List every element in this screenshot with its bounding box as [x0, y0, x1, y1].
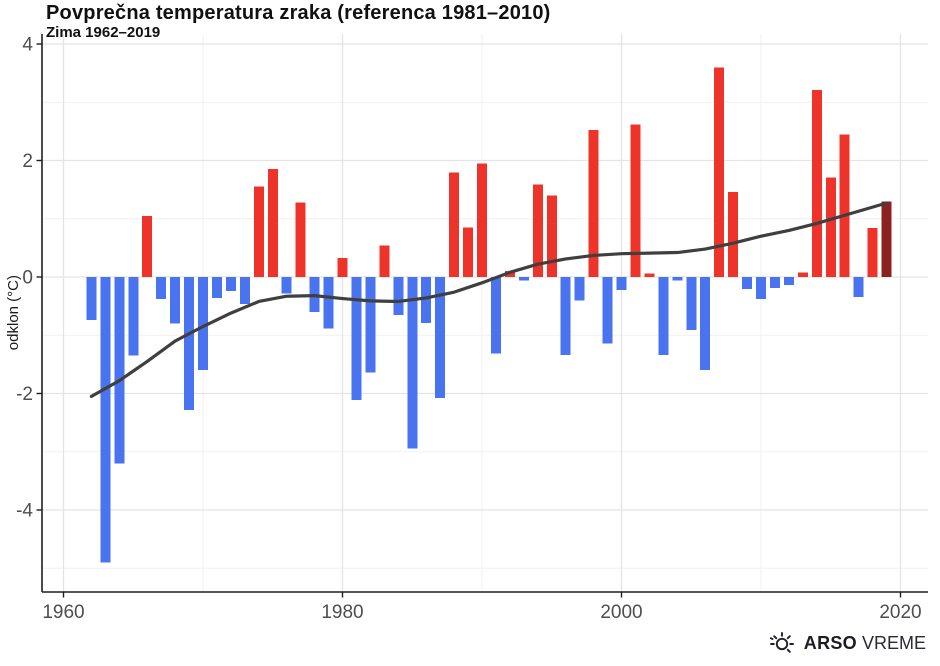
- bar-1985: [407, 277, 418, 449]
- x-tick-label-2020: 2020: [879, 602, 921, 623]
- bar-2018: [867, 228, 878, 277]
- sun-icon: [769, 632, 794, 653]
- x-tick-label-1960: 1960: [42, 602, 84, 623]
- bar-1977: [295, 202, 306, 277]
- bar-2006: [700, 277, 711, 371]
- y-tick-label--4: -4: [16, 501, 33, 522]
- bar-1962: [86, 277, 97, 321]
- x-tick-label-1980: 1980: [321, 602, 363, 623]
- bar-1990: [477, 163, 487, 277]
- bar-2017: [853, 277, 864, 297]
- brand-name-vreme: VREME: [861, 632, 926, 653]
- bar-1998: [588, 130, 599, 277]
- y-tick-label--2: -2: [16, 384, 33, 405]
- bar-1971: [211, 277, 222, 298]
- bar-2013: [797, 272, 808, 277]
- bar-1988: [449, 172, 460, 277]
- bar-1994: [532, 184, 543, 277]
- bar-1980: [337, 257, 348, 277]
- bar-2014: [811, 90, 822, 277]
- bar-2000: [616, 277, 627, 290]
- bar-2009: [742, 277, 753, 290]
- bar-1997: [574, 277, 585, 301]
- bar-1967: [156, 277, 167, 300]
- bar-1976: [281, 277, 292, 294]
- bar-2012: [783, 277, 794, 286]
- bar-2011: [769, 277, 780, 289]
- bar-2004: [672, 277, 683, 281]
- bar-1983: [379, 245, 390, 277]
- bar-1981: [351, 277, 362, 400]
- bar-2019: [881, 201, 892, 277]
- bar-1973: [239, 277, 250, 304]
- bar-2015: [825, 177, 836, 277]
- bar-2005: [686, 277, 697, 331]
- bar-1996: [560, 277, 571, 356]
- bar-1989: [463, 227, 474, 277]
- bar-1975: [267, 169, 278, 277]
- bar-1984: [393, 277, 404, 315]
- bar-2002: [644, 273, 655, 277]
- y-tick-label-4: 4: [22, 35, 33, 56]
- chart-title: Povprečna temperatura zraka (referenca 1…: [46, 2, 551, 24]
- bar-1991: [490, 277, 501, 354]
- bar-1993: [518, 277, 529, 281]
- bar-1965: [128, 277, 139, 356]
- bar-1995: [546, 195, 557, 277]
- bar-1966: [142, 215, 153, 277]
- bar-2008: [728, 191, 739, 277]
- bar-1992: [504, 271, 515, 277]
- bar-1979: [323, 277, 334, 329]
- bar-1963: [100, 277, 111, 563]
- bar-1982: [365, 277, 376, 373]
- bar-1972: [225, 277, 236, 291]
- bar-1986: [421, 277, 432, 324]
- y-tick-label-2: 2: [22, 151, 33, 172]
- agency-branding: ARSO VREME: [769, 630, 926, 656]
- bar-2007: [714, 67, 725, 277]
- y-tick-label-0: 0: [22, 268, 33, 289]
- bar-1999: [602, 277, 613, 344]
- bar-1968: [170, 277, 181, 324]
- bar-1969: [184, 277, 195, 410]
- x-tick-label-2000: 2000: [600, 602, 642, 623]
- brand-name-arso: ARSO: [803, 632, 857, 653]
- bar-1974: [253, 186, 264, 277]
- chart-subtitle: Zima 1962–2019: [46, 24, 161, 41]
- bar-2016: [839, 134, 850, 277]
- trend-line: [89, 201, 889, 399]
- bar-2001: [630, 124, 641, 277]
- bar-2003: [658, 277, 669, 356]
- bar-1970: [198, 277, 208, 371]
- bar-2010: [756, 277, 766, 300]
- bar-1964: [114, 277, 125, 464]
- bar-1987: [435, 277, 446, 399]
